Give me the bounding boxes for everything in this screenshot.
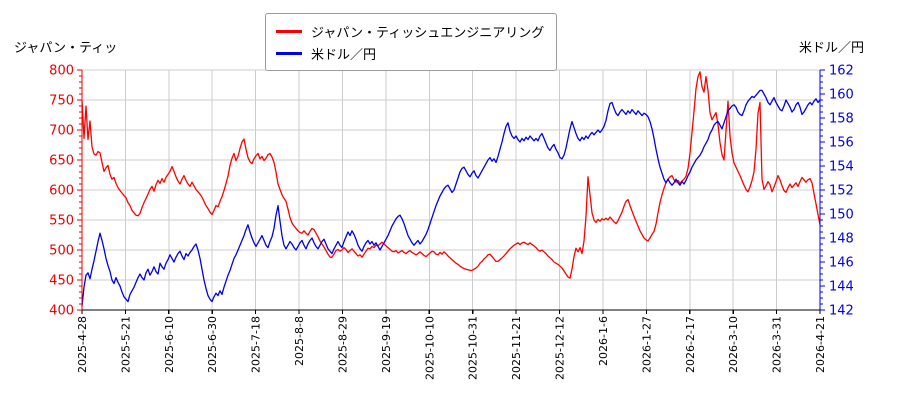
x-axis-tick-label: 2025-6-10 xyxy=(163,316,176,373)
left-axis-tick-label: 700 xyxy=(49,124,74,139)
right-axis-tick-label: 152 xyxy=(829,184,854,199)
x-axis-tick-label: 2026-3-10 xyxy=(727,316,740,373)
right-axis-tick-label: 150 xyxy=(829,208,854,223)
right-axis-tick-label: 160 xyxy=(829,88,854,103)
usdjpy-line xyxy=(81,89,821,307)
x-axis-tick-label: 2025-7-18 xyxy=(250,316,263,373)
x-axis-tick-label: 2025-4-28 xyxy=(76,316,89,373)
left-axis-tick-label: 600 xyxy=(49,184,74,199)
legend-label-usdjpy: 米ドル／円 xyxy=(311,47,377,63)
right-axis-series-title: 米ドル／円 xyxy=(798,41,864,56)
x-axis-tick-label: 2025-10-31 xyxy=(467,316,480,380)
left-axis-series-title: ジャパン・ティッ xyxy=(14,41,118,56)
right-axis-tick-label: 144 xyxy=(829,280,854,295)
x-axis-tick-label: 2025-11-21 xyxy=(510,316,523,380)
left-axis-tick-label: 500 xyxy=(49,244,74,259)
legend-line-swatch-blue xyxy=(276,51,302,55)
left-axis-tick-label: 450 xyxy=(49,274,74,289)
x-axis-tick-label: 2026-4-21 xyxy=(814,316,827,373)
right-axis-tick-label: 162 xyxy=(829,64,854,79)
x-axis-tick-label: 2026-3-31 xyxy=(771,316,784,373)
x-axis-tick-label: 2025-12-12 xyxy=(554,316,567,380)
right-axis-tick-label: 154 xyxy=(829,160,854,175)
stock-price-line xyxy=(81,71,821,279)
right-axis-tick-label: 148 xyxy=(829,232,854,247)
right-axis-tick-label: 156 xyxy=(829,136,854,151)
x-axis-tick-label: 2026-1-27 xyxy=(640,316,653,373)
left-axis-tick-label: 800 xyxy=(49,64,74,79)
left-axis-tick-label: 650 xyxy=(49,154,74,169)
legend-line-swatch-red xyxy=(276,29,302,33)
x-axis-tick-label: 2025-10-10 xyxy=(423,316,436,380)
x-axis-tick-label: 2026-1-6 xyxy=(597,316,610,366)
left-axis-tick-label: 750 xyxy=(49,94,74,109)
x-axis-tick-label: 2025-6-30 xyxy=(206,316,219,373)
x-axis-tick-label: 2026-2-17 xyxy=(684,316,697,373)
right-axis-tick-label: 142 xyxy=(829,304,854,319)
legend-item-usdjpy: 米ドル／円 xyxy=(276,42,544,64)
legend: ジャパン・ティッシュエンジニアリング 米ドル／円 xyxy=(265,13,558,71)
left-axis-tick-label: 550 xyxy=(49,214,74,229)
right-axis-tick-label: 146 xyxy=(829,256,854,271)
x-axis-tick-label: 2025-8-8 xyxy=(293,316,306,366)
legend-label-stock: ジャパン・ティッシュエンジニアリング xyxy=(311,25,545,41)
legend-item-stock: ジャパン・ティッシュエンジニアリング xyxy=(276,20,544,42)
right-axis-tick-label: 158 xyxy=(829,112,854,127)
x-axis-tick-label: 2025-5-21 xyxy=(119,316,132,373)
left-axis-tick-label: 400 xyxy=(49,304,74,319)
x-axis-tick-label: 2025-8-29 xyxy=(336,316,349,373)
x-axis-tick-label: 2025-9-19 xyxy=(380,316,393,373)
